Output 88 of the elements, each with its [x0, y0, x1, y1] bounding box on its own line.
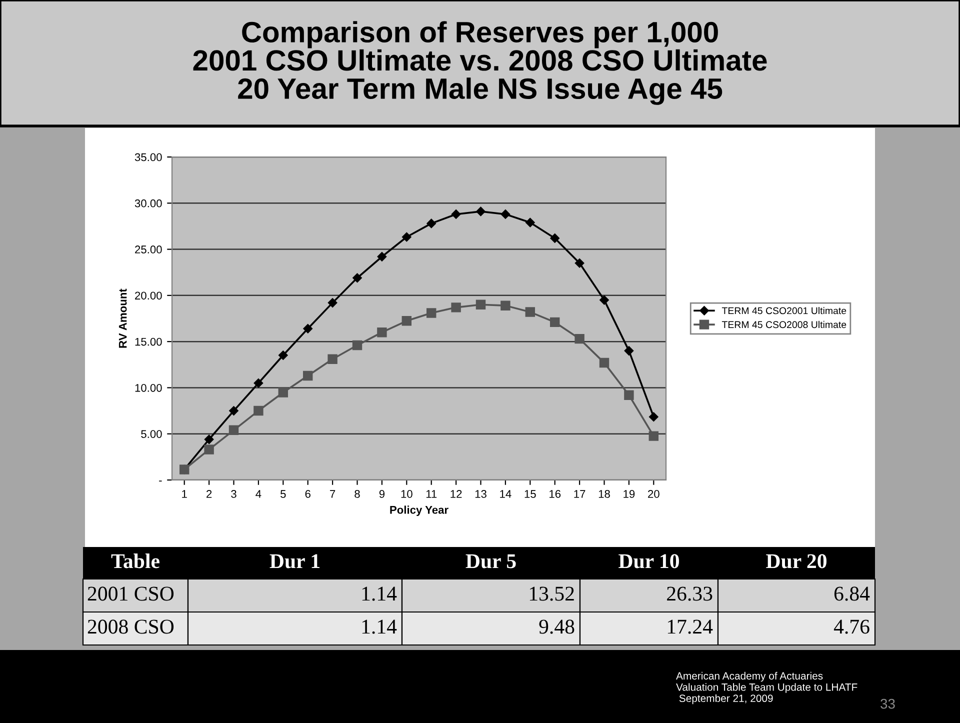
- x-tick-label: 14: [500, 490, 512, 498]
- y-axis-title: RV Amount: [118, 288, 127, 348]
- point: [426, 218, 436, 228]
- point: [476, 206, 486, 216]
- x-tick-label: 3: [231, 490, 236, 498]
- x-tick-label: 9: [379, 490, 385, 498]
- text: Dur 5: [466, 554, 516, 568]
- text: 1.14: [362, 620, 397, 634]
- text: American Academy of Actuaries Valuation Table Team Update to LHATF September 21, 2009: [676, 672, 858, 704]
- x-tick-label: 7: [330, 490, 336, 498]
- point: [377, 327, 387, 338]
- point: [402, 232, 412, 242]
- x-tick-label: 12: [450, 490, 462, 498]
- text: 6.84: [834, 586, 870, 601]
- text: Dur 20: [766, 554, 826, 568]
- point: [526, 218, 535, 228]
- point: [550, 317, 560, 328]
- point: [254, 378, 264, 388]
- text: 1.14: [362, 586, 397, 601]
- text: Dur 10: [618, 554, 679, 568]
- point: [476, 300, 486, 310]
- point: [228, 425, 239, 436]
- point: [550, 234, 560, 243]
- point: [451, 210, 461, 219]
- x-tick-label: 4: [256, 490, 262, 498]
- point: [451, 302, 461, 312]
- point: [302, 370, 313, 381]
- x-tick-label: 13: [475, 490, 486, 498]
- text: 2001 CSO: [88, 586, 174, 601]
- point: [377, 252, 387, 262]
- x-tick-label: 20: [648, 490, 660, 498]
- point: [574, 334, 584, 344]
- text: Dur 1: [270, 554, 320, 568]
- point: [525, 307, 536, 317]
- x-tick-label: 10: [401, 490, 412, 498]
- y-tick-label: 10.00: [135, 384, 162, 392]
- text: 17.24: [668, 620, 713, 634]
- chart-title: Comparison of Reserves per 1,000 2001 CSO Ultimate vs. 2008 CSO Ultimate 20 Year Term Male NS Issue Age 45: [193, 21, 767, 105]
- text: 13.52: [530, 586, 574, 601]
- y-tick-label: 20.00: [135, 292, 162, 300]
- x-tick-label: 19: [624, 490, 635, 498]
- y-tick-label: 35.00: [134, 153, 162, 162]
- point: [574, 258, 584, 268]
- point: [204, 444, 214, 454]
- point: [328, 354, 338, 364]
- y-tick-label: 25.00: [135, 246, 162, 254]
- y-tick-label: 30.00: [134, 199, 162, 208]
- y-tick-label: -: [159, 480, 162, 482]
- point: [352, 273, 362, 283]
- text: Table: [111, 554, 160, 568]
- x-tick-label: 1: [182, 490, 187, 498]
- text: 9.48: [539, 620, 574, 634]
- point: [624, 346, 634, 356]
- point: [600, 295, 609, 305]
- point: [500, 300, 510, 310]
- point: [303, 324, 312, 334]
- point: [278, 350, 288, 360]
- x-axis-title: Policy Year: [390, 506, 448, 516]
- point: [402, 316, 412, 326]
- y-tick-label: 5.00: [141, 430, 162, 438]
- point: [204, 434, 214, 444]
- point: [278, 388, 288, 398]
- point: [648, 431, 659, 441]
- x-tick-label: 11: [426, 490, 437, 498]
- point: [229, 406, 238, 416]
- text: 4.76: [834, 620, 870, 634]
- legend-label: TERM 45 CSO2001 Ultimate: [722, 307, 846, 314]
- legend-label: TERM 45 CSO2008 Ultimate: [722, 320, 846, 328]
- point: [328, 298, 338, 308]
- x-tick-label: 16: [550, 490, 561, 498]
- x-tick-label: 5: [280, 490, 286, 498]
- x-tick-label: 8: [354, 490, 360, 498]
- point: [254, 406, 264, 416]
- x-tick-label: 2: [206, 490, 212, 498]
- point: [599, 358, 610, 368]
- x-tick-label: 17: [574, 490, 586, 498]
- x-tick-label: 18: [598, 490, 610, 498]
- text: 26.33: [667, 586, 712, 601]
- text: 2008 CSO: [88, 620, 174, 634]
- x-tick-label: 6: [305, 490, 310, 498]
- y-tick-label: 15.00: [135, 338, 162, 346]
- point: [500, 210, 510, 219]
- point: [624, 390, 634, 400]
- point: [649, 412, 658, 422]
- point: [426, 308, 436, 318]
- point: [352, 340, 362, 350]
- x-tick-label: 15: [524, 490, 536, 498]
- text: 33: [880, 698, 895, 709]
